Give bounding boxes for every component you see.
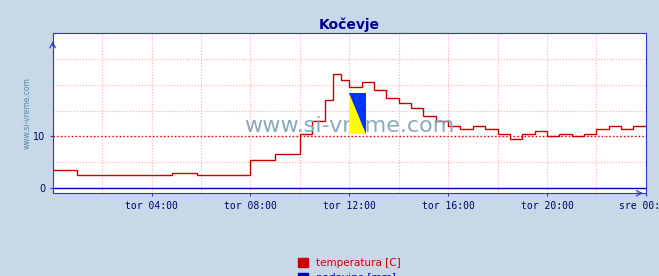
Text: www.si-vreme.com: www.si-vreme.com [244,116,455,136]
Polygon shape [349,92,366,134]
Y-axis label: www.si-vreme.com: www.si-vreme.com [22,77,32,149]
Legend: temperatura [C], padavine [mm]: temperatura [C], padavine [mm] [293,254,405,276]
Polygon shape [349,92,366,134]
Title: Kočevje: Kočevje [319,17,380,32]
